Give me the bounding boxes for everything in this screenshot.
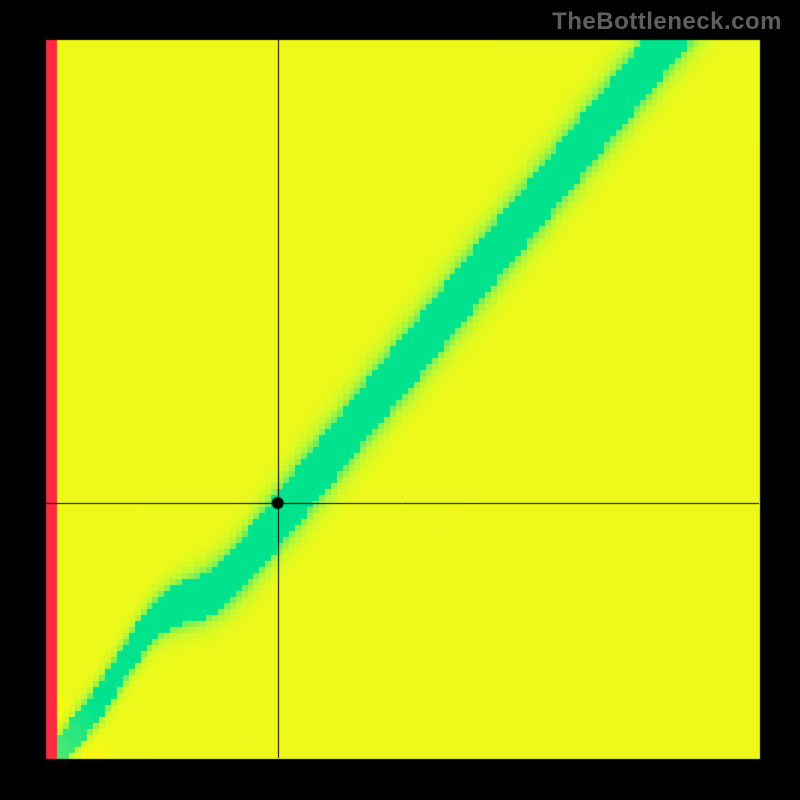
watermark-text: TheBottleneck.com — [552, 8, 782, 36]
chart-container: TheBottleneck.com — [0, 0, 800, 800]
heatmap-canvas — [0, 0, 800, 800]
